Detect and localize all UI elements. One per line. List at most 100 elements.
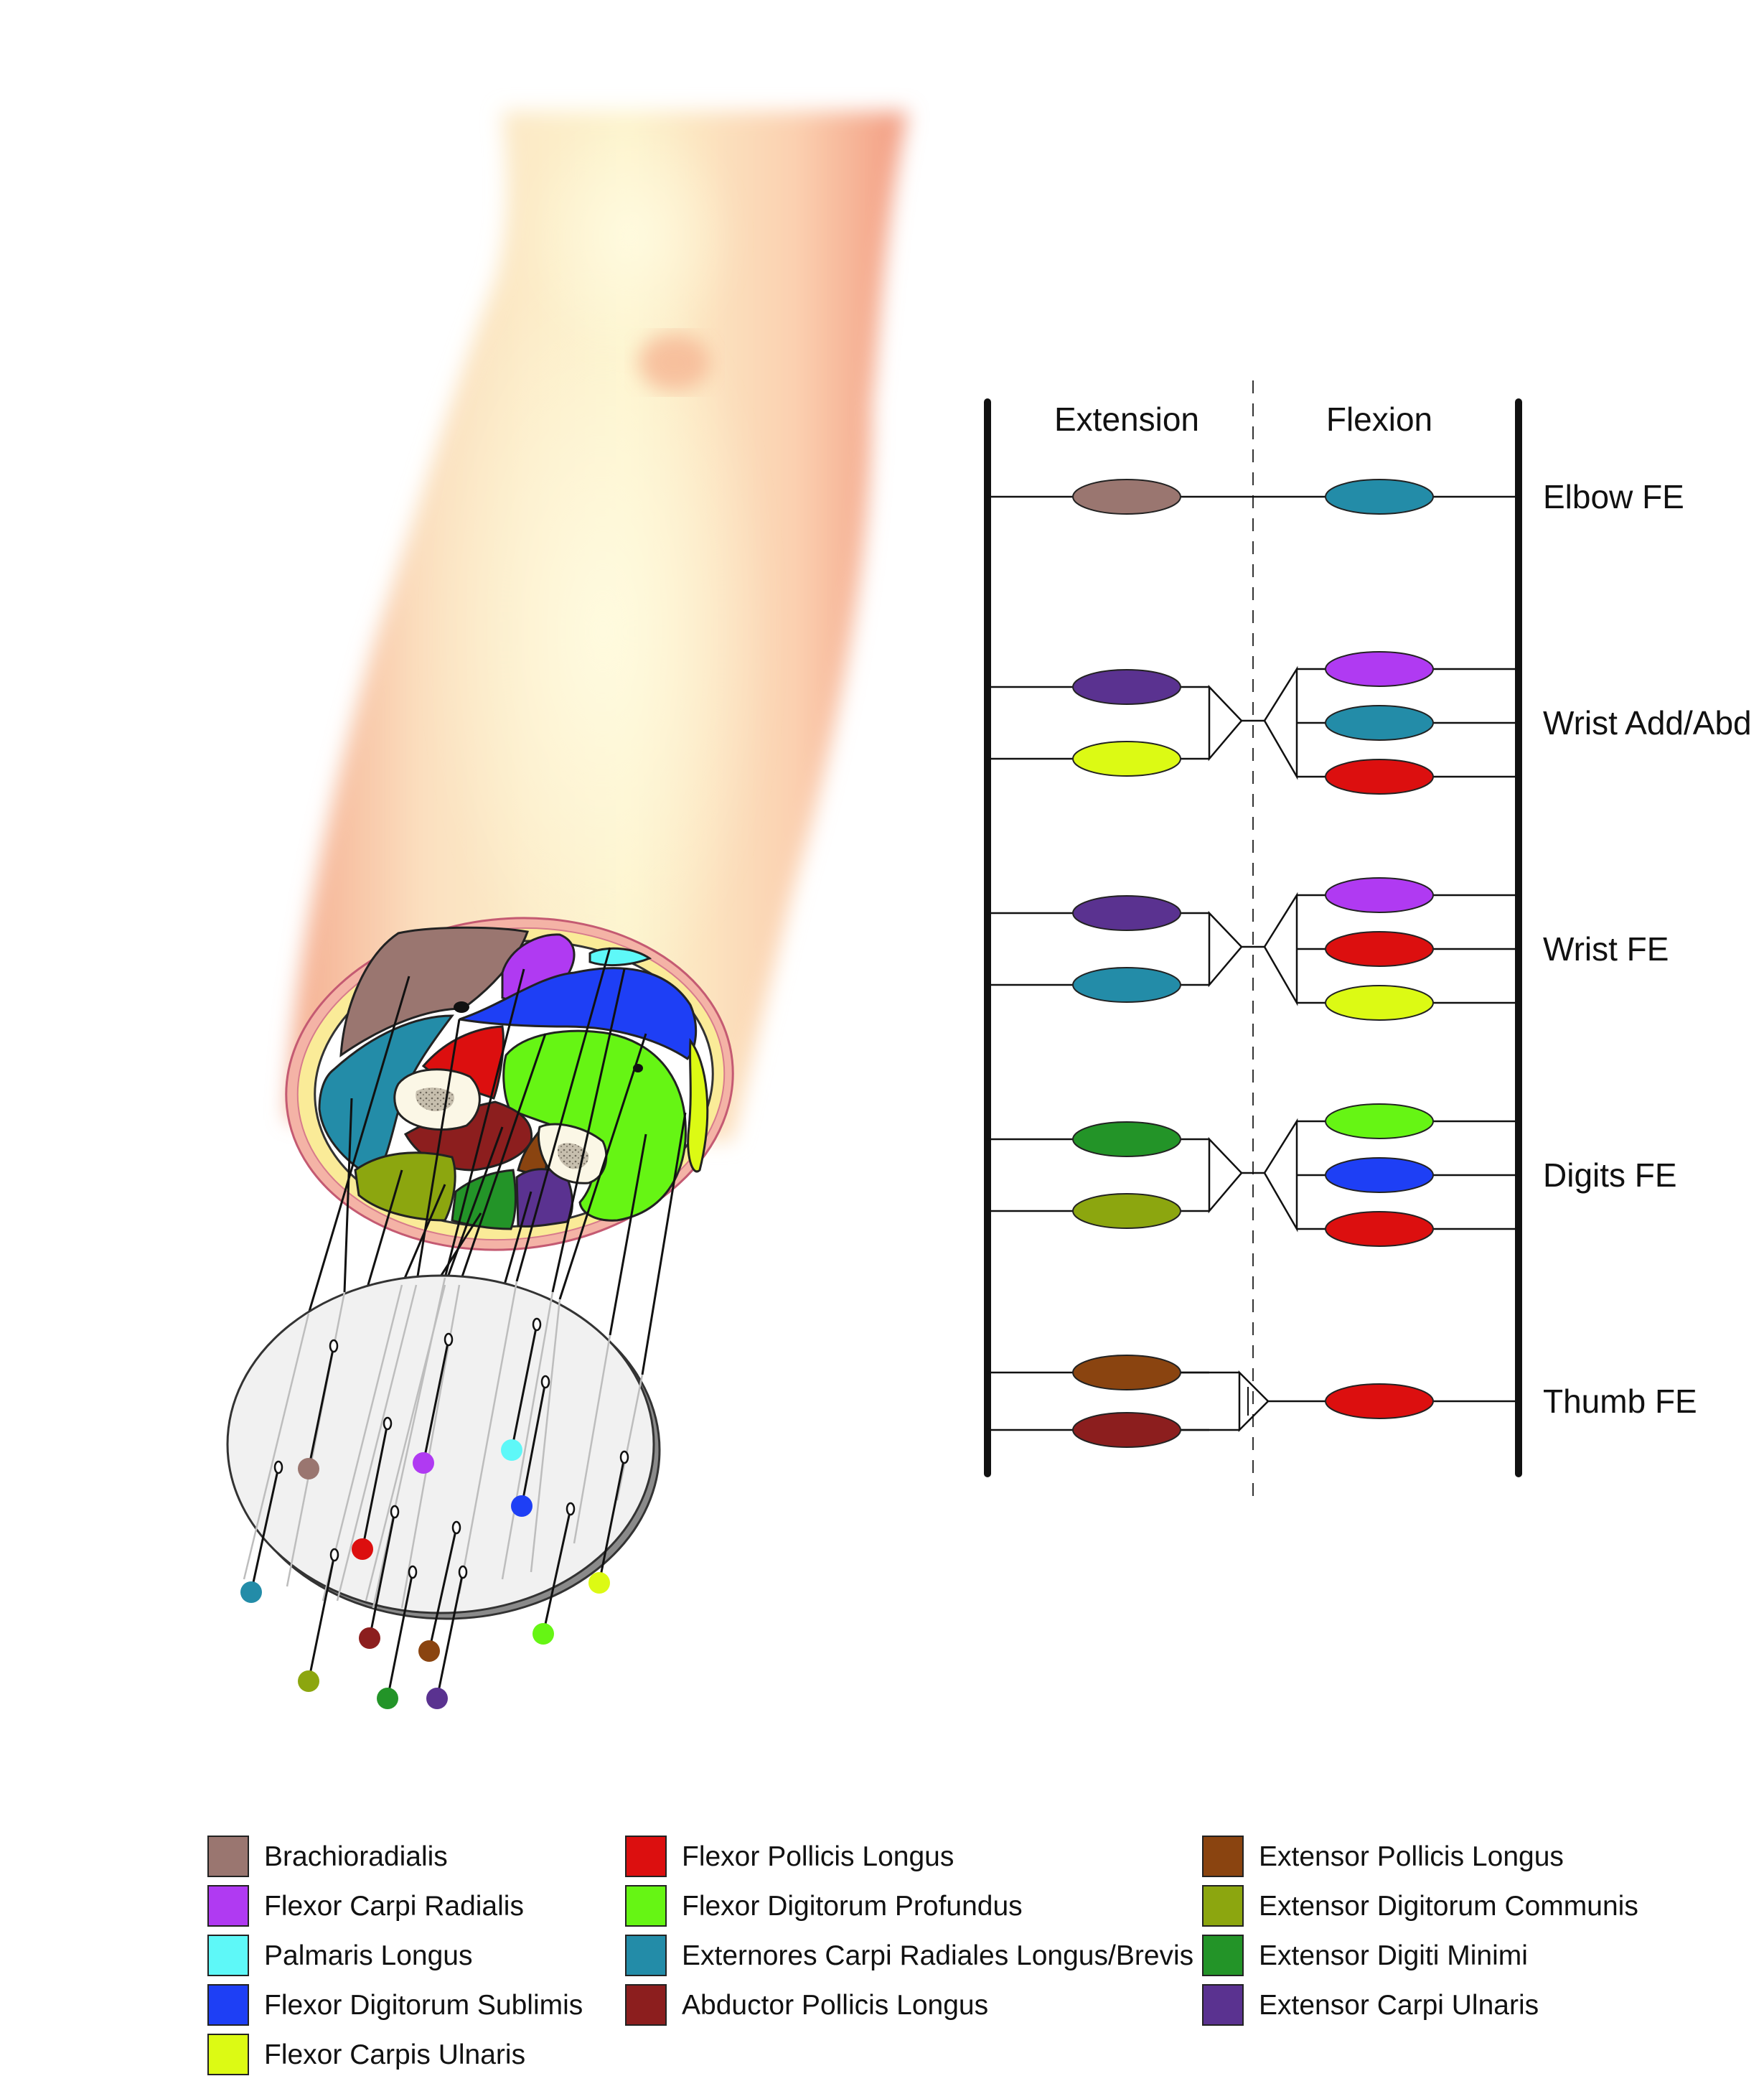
legend-label: Flexor Digitorum Sublimis: [264, 1990, 583, 2021]
section-lead: [641, 1112, 687, 1375]
disk-guide-line: [365, 1284, 446, 1602]
disk-guide-line: [573, 1334, 611, 1544]
disk-guide-line: [322, 1284, 403, 1602]
electrode-array: [226, 1274, 661, 1620]
legend-swatch: [207, 1885, 249, 1927]
section-lead: [415, 1019, 461, 1286]
electrode-flexor-carpi-radialis: [413, 1332, 454, 1474]
section-lead: [307, 976, 410, 1314]
legend-label: Flexor Carpis Ulnaris: [264, 2039, 525, 2070]
legend-item-flexor-carpi-radialis: Flexor Carpi Radialis: [207, 1885, 524, 1927]
electrode-flexor-digitorum-sublimis: [511, 1375, 550, 1517]
section-lead: [609, 1133, 647, 1336]
legend-swatch: [207, 2034, 249, 2075]
legend-swatch: [207, 1984, 249, 2026]
electrode-abductor-pollicis-longus: [359, 1505, 400, 1649]
section-lead: [551, 968, 626, 1293]
electrode-extensor-pollicis-longus: [418, 1520, 461, 1662]
forearm-highlight: [431, 258, 775, 1005]
elbow-blemish: [639, 334, 710, 391]
flexion-node-flexor-digitorum-profundus: [1325, 1103, 1434, 1139]
extension-node-extensor-carpi-ulnaris: [1072, 669, 1181, 705]
flexion-node-flexor-carpi-radialis: [1325, 877, 1434, 913]
disk-guide-line: [616, 1374, 644, 1501]
disk-guide-line: [458, 1281, 518, 1594]
extension-node-extensor-digitorum-communis: [1072, 1193, 1181, 1229]
cross-section-leads: [307, 947, 687, 1375]
row-wrist-fe: Wrist FE: [987, 877, 1669, 1021]
forearm-illustration: [226, 111, 908, 1709]
row-label: Wrist FE: [1543, 930, 1669, 968]
section-lead: [501, 1191, 533, 1293]
legend-label: Extensor Digitorum Communis: [1259, 1891, 1638, 1922]
forearm-highlight-upper: [524, 115, 739, 359]
legend-swatch: [1202, 1836, 1244, 1877]
row-thumb-fe: Thumb FE: [987, 1355, 1697, 1448]
legend-item-extensor-pollicis-longus: Extensor Pollicis Longus: [1202, 1836, 1564, 1877]
row-label: Elbow FE: [1543, 478, 1684, 515]
section-lead: [558, 1033, 647, 1300]
legend-swatch: [207, 1836, 249, 1877]
extension-node-flexor-carpis-ulnaris: [1072, 741, 1181, 777]
legend-item-extensor-digitorum-communis: Extensor Digitorum Communis: [1202, 1885, 1638, 1927]
flexion-node-flexor-carpi-radialis: [1325, 651, 1434, 687]
legend-label: Brachioradialis: [264, 1841, 448, 1872]
legend-swatch: [1202, 1935, 1244, 1976]
extension-node-extensor-pollicis-longus: [1072, 1355, 1181, 1390]
extension-node-externores-carpi-radiales-longus-brevis: [1072, 967, 1181, 1003]
muscle-palmaris-longus: [588, 947, 652, 967]
extension-node-abductor-pollicis-longus: [1072, 1412, 1181, 1448]
legend-item-extensor-digiti-minimi: Extensor Digiti Minimi: [1202, 1935, 1528, 1976]
legend-swatch: [1202, 1885, 1244, 1927]
legend-label: Flexor Digitorum Profundus: [682, 1891, 1023, 1922]
disk-guide-line: [336, 1284, 418, 1602]
electrode-extensor-carpi-ulnaris: [426, 1565, 468, 1709]
cross-section: [285, 917, 734, 1251]
flexion-node-externores-carpi-radiales-longus-brevis: [1325, 705, 1434, 741]
section-lead: [365, 1169, 403, 1293]
electrode-flexor-digitorum-profundus: [533, 1502, 576, 1645]
legend-label: Extensor Pollicis Longus: [1259, 1841, 1564, 1872]
flexion-node-flexor-pollicis-longus: [1325, 931, 1434, 967]
legend-label: Abductor Pollicis Longus: [682, 1990, 988, 2021]
extension-node-extensor-carpi-ulnaris: [1072, 895, 1181, 931]
legend-item-externores-carpi-radiales-longus-brevis: Externores Carpi Radiales Longus/Brevis: [625, 1935, 1193, 1976]
electrode-flexor-carpis-ulnaris: [588, 1450, 629, 1594]
row-label: Digits FE: [1543, 1156, 1677, 1194]
section-lead: [458, 1033, 547, 1286]
legend-item-abductor-pollicis-longus: Abductor Pollicis Longus: [625, 1984, 988, 2026]
flexion-node-flexor-digitorum-sublimis: [1325, 1157, 1434, 1193]
disk-guide-line: [243, 1313, 310, 1580]
legend-label: Flexor Pollicis Longus: [682, 1841, 954, 1872]
row-label: Wrist Add/Abd: [1543, 704, 1752, 742]
flexion-header: Flexion: [1326, 401, 1432, 438]
legend-swatch: [625, 1836, 667, 1877]
flexion-node-flexor-pollicis-longus: [1325, 759, 1434, 795]
section-lead: [400, 1184, 446, 1286]
section-lead: [444, 1126, 504, 1286]
legend-swatch: [625, 1935, 667, 1976]
legend: Brachioradialis Flexor Carpi Radialis Palm…: [207, 1836, 1638, 2075]
electrode-palmaris-longus: [501, 1317, 542, 1461]
muscle-ecrl-ecrb: [318, 1014, 455, 1179]
legend-item-palmaris-longus: Palmaris Longus: [207, 1935, 472, 1976]
disk-guide-line: [530, 1299, 561, 1573]
legend-label: Palmaris Longus: [264, 1940, 472, 1971]
section-lead: [444, 968, 525, 1278]
legend-item-extensor-carpi-ulnaris: Extensor Carpi Ulnaris: [1202, 1984, 1539, 2026]
extension-header: Extension: [1054, 401, 1199, 438]
synergy-diagram: Extension Flexion Elbow FE Wrist Add/Abd W…: [984, 380, 1752, 1500]
flexion-node-flexor-carpis-ulnaris: [1325, 985, 1434, 1021]
legend-item-flexor-carpis-ulnaris: Flexor Carpis Ulnaris: [207, 2034, 525, 2075]
extension-node-extensor-digiti-minimi: [1072, 1121, 1181, 1157]
legend-label: Extensor Carpi Ulnaris: [1259, 1990, 1539, 2021]
muscle-flexor-digitorum-sublimis: [459, 967, 698, 1061]
flexion-node-flexor-pollicis-longus: [1325, 1211, 1434, 1247]
disk-guide-line: [501, 1291, 554, 1580]
section-lead: [343, 1098, 353, 1293]
extension-node-brachioradialis: [1072, 479, 1181, 515]
radial-artery-dot: [454, 1001, 469, 1013]
legend-label: Flexor Carpi Radialis: [264, 1891, 524, 1922]
electrode-array-internal-leads: [243, 1277, 644, 1609]
